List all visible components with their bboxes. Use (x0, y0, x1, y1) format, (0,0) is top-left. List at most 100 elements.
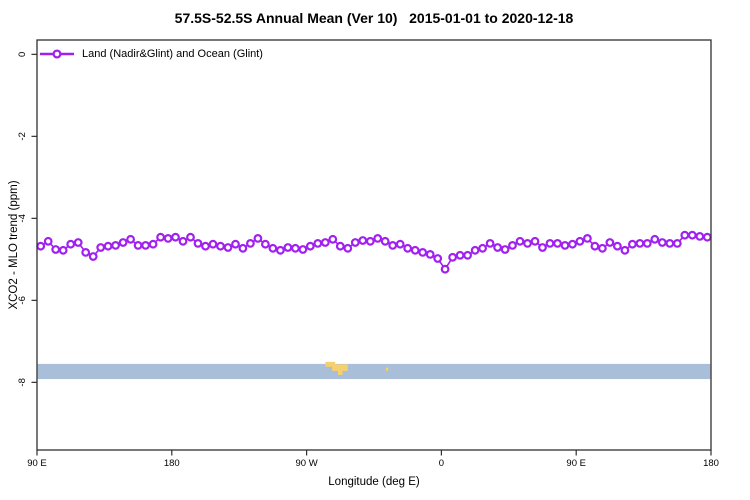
data-point-marker (238, 243, 248, 253)
data-point-marker (440, 264, 450, 274)
data-point-marker (126, 234, 136, 244)
data-point-marker (583, 233, 592, 243)
data-point-marker (410, 245, 420, 255)
data-point-marker (613, 241, 622, 251)
data-point-marker (313, 238, 323, 248)
data-point-marker (43, 236, 53, 246)
data-point-marker (328, 234, 338, 244)
data-point-marker (575, 236, 585, 246)
data-point-marker (433, 254, 443, 263)
data-point-marker (118, 238, 128, 247)
data-point-marker (493, 243, 503, 252)
data-point-marker (178, 236, 188, 246)
data-point-marker (702, 232, 712, 242)
data-point-marker (395, 239, 405, 249)
data-point-marker (171, 232, 180, 242)
data-point-marker (253, 233, 263, 243)
data-point-marker (88, 252, 98, 261)
data-point-marker (58, 245, 68, 255)
data-point-marker (193, 238, 203, 248)
x-tick-label: 180 (703, 458, 719, 469)
data-point-marker (148, 239, 158, 249)
data-point-marker (418, 247, 428, 257)
data-point-marker (276, 245, 285, 255)
data-point-marker (343, 243, 353, 253)
data-point-marker (508, 240, 517, 250)
data-point-marker (523, 238, 532, 248)
data-point-marker (216, 241, 225, 251)
x-tick-label: 0 (439, 458, 444, 469)
x-tick-label: 90 W (296, 458, 318, 469)
data-point-marker (687, 230, 697, 240)
data-point-marker (133, 240, 143, 250)
data-point-marker (695, 231, 705, 241)
data-point-marker (605, 238, 615, 247)
data-point-marker (96, 243, 106, 252)
x-axis-title: Longitude (deg E) (328, 476, 420, 488)
data-point-marker (365, 236, 375, 246)
data-point-marker (358, 236, 368, 245)
data-point-marker (620, 245, 630, 255)
legend-line-marker-icon (40, 49, 74, 59)
data-point-marker (231, 239, 240, 249)
data-point-marker (500, 245, 510, 254)
data-point-marker (455, 250, 465, 260)
data-point-marker (380, 236, 390, 246)
data-point-marker (650, 234, 660, 244)
data-point-marker (388, 240, 398, 250)
data-point-marker (672, 238, 682, 248)
data-point-marker (485, 238, 495, 248)
data-point-marker (245, 238, 255, 248)
data-point-marker (425, 249, 435, 259)
map-strip-land-patch (338, 370, 343, 375)
data-point-marker (590, 241, 600, 251)
data-point-marker (553, 238, 562, 248)
data-point-marker (73, 238, 83, 247)
chart-title: 57.5S-52.5S Annual Mean (Ver 10) 2015-01… (174, 10, 574, 26)
y-tick-label: -4 (17, 214, 28, 222)
data-point-marker (530, 236, 540, 246)
map-strip-land-patch (332, 364, 348, 371)
data-point-marker (111, 240, 120, 250)
data-point-marker (463, 250, 473, 260)
data-point-marker (156, 232, 166, 242)
legend: Land (Nadir&Glint) and Ocean (Glint) (38, 48, 263, 60)
x-tick-label: 180 (164, 458, 180, 469)
data-point-marker (642, 238, 652, 248)
y-tick-label: -6 (17, 296, 28, 304)
data-point-marker (208, 239, 218, 249)
data-point-marker (635, 238, 645, 248)
data-point-marker (66, 239, 76, 249)
map-strip-ocean-band (37, 363, 711, 380)
data-point-marker (103, 241, 113, 251)
data-point-marker (598, 243, 607, 253)
data-point-marker (560, 240, 570, 250)
data-point-marker (350, 238, 360, 247)
data-point-marker (680, 230, 690, 240)
map-strip-land-patch (385, 367, 389, 371)
data-point-marker (448, 252, 458, 262)
data-point-marker (373, 233, 383, 243)
data-point-marker (283, 243, 293, 252)
data-point-marker (305, 241, 315, 251)
data-point-marker (36, 241, 46, 251)
data-point-marker (186, 232, 195, 242)
data-point-marker (515, 236, 525, 246)
data-point-marker (538, 243, 547, 252)
y-tick-label: -2 (17, 132, 28, 140)
x-tick-label: 90 E (27, 458, 47, 469)
plot-border (36, 39, 712, 451)
data-point-marker (335, 241, 345, 251)
legend-label: Land (Nadir&Glint) and Ocean (Glint) (82, 48, 263, 60)
data-point-marker (201, 241, 210, 251)
data-point-marker (163, 233, 173, 243)
data-point-marker (51, 245, 61, 254)
data-point-marker (657, 238, 667, 247)
data-point-marker (403, 243, 413, 253)
data-point-marker (545, 238, 555, 248)
data-point-marker (298, 245, 308, 254)
map-strip-land-patch (325, 361, 336, 367)
data-point-marker (320, 238, 330, 247)
